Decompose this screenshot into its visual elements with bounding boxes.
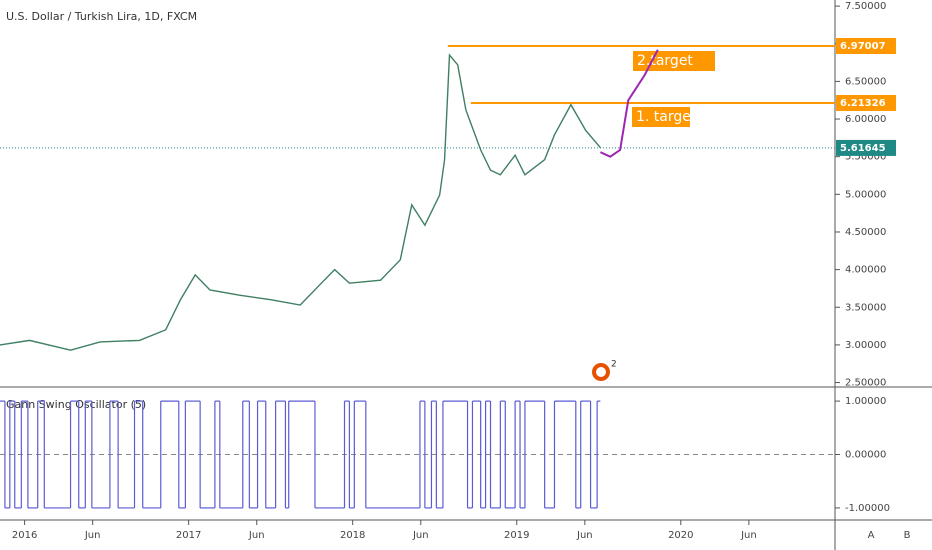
price-label: 6.97007 <box>840 41 886 52</box>
x-tick-label: Jun <box>84 530 101 541</box>
annotation: 1. target <box>636 109 697 125</box>
projection-line <box>599 49 659 158</box>
y-tick-label: 2.50000 <box>845 378 886 389</box>
y-tick-label: 4.50000 <box>845 227 886 238</box>
y-tick-label: 4.00000 <box>845 265 886 276</box>
x-tick-label: Jun <box>412 530 429 541</box>
annotation-box <box>632 107 690 127</box>
oscillator-title: Gann Swing Oscillator (5) <box>6 398 146 411</box>
x-tick-label: 2017 <box>176 530 201 541</box>
x-tick-label: 2020 <box>668 530 693 541</box>
price-line <box>0 53 601 351</box>
x-tick-label: Jun <box>576 530 593 541</box>
y-tick-label: 1.00000 <box>845 396 886 407</box>
price-label-box <box>836 94 896 111</box>
y-tick-label: 5.50000 <box>845 152 886 163</box>
logo: 2 <box>592 360 617 381</box>
x-tick-label: Jun <box>248 530 265 541</box>
x-tick-label: Jun <box>740 530 757 541</box>
y-tick-label: 6.00000 <box>845 114 886 125</box>
price-label-box <box>836 37 896 54</box>
y-tick-label: 3.00000 <box>845 340 886 351</box>
price-label: 5.61645 <box>840 143 886 154</box>
y-tick-label: 5.00000 <box>845 189 886 200</box>
scale-button[interactable]: A <box>868 530 875 541</box>
scale-button[interactable]: B <box>904 530 911 541</box>
y-tick-label: 6.50000 <box>845 76 886 87</box>
chart-title: U.S. Dollar / Turkish Lira, 1D, FXCM <box>6 10 197 23</box>
y-tick-label: 3.50000 <box>845 302 886 313</box>
price-label-box <box>836 139 896 156</box>
y-tick-label: -1.00000 <box>845 503 890 514</box>
price-label: 6.21326 <box>840 98 886 109</box>
annotation: 2.target <box>637 53 693 69</box>
x-tick-label: 2016 <box>12 530 37 541</box>
svg-text:2: 2 <box>611 360 617 370</box>
y-tick-label: 7.50000 <box>845 1 886 12</box>
x-tick-label: 2019 <box>504 530 529 541</box>
x-tick-label: 2018 <box>340 530 365 541</box>
y-tick-label: 0.00000 <box>845 450 886 461</box>
